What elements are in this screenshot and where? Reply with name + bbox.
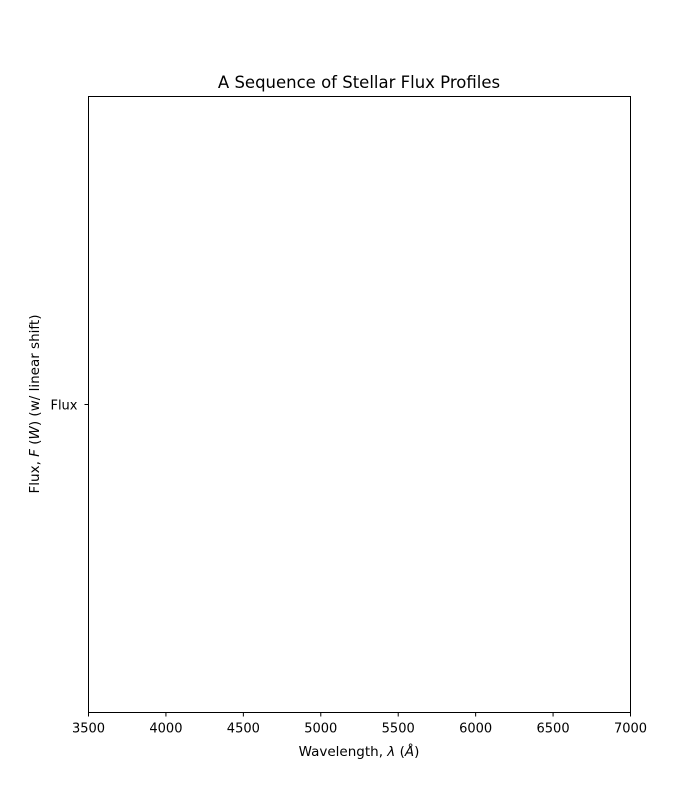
y-axis: Flux bbox=[50, 399, 89, 414]
x-tick-label: 5500 bbox=[382, 722, 415, 737]
x-tick-label: 3500 bbox=[72, 722, 105, 737]
x-tick-label: 6000 bbox=[459, 722, 492, 737]
chart-title: A Sequence of Stellar Flux Profiles bbox=[218, 73, 500, 92]
x-axis-label: Wavelength, λ (Å) bbox=[299, 743, 420, 760]
y-tick-label: Flux bbox=[50, 399, 77, 414]
x-axis: 3500 4000 4500 5000 5500 6000 6500 7000 bbox=[72, 712, 647, 737]
x-tick-label: 7000 bbox=[614, 722, 647, 737]
x-tick-label: 4500 bbox=[227, 722, 260, 737]
plot-area bbox=[88, 96, 631, 713]
x-tick-label: 4000 bbox=[149, 722, 182, 737]
x-tick-label: 5000 bbox=[304, 722, 337, 737]
y-axis-label: Flux, F (W) (w/ linear shift) bbox=[27, 315, 43, 494]
x-tick-label: 6500 bbox=[537, 722, 570, 737]
